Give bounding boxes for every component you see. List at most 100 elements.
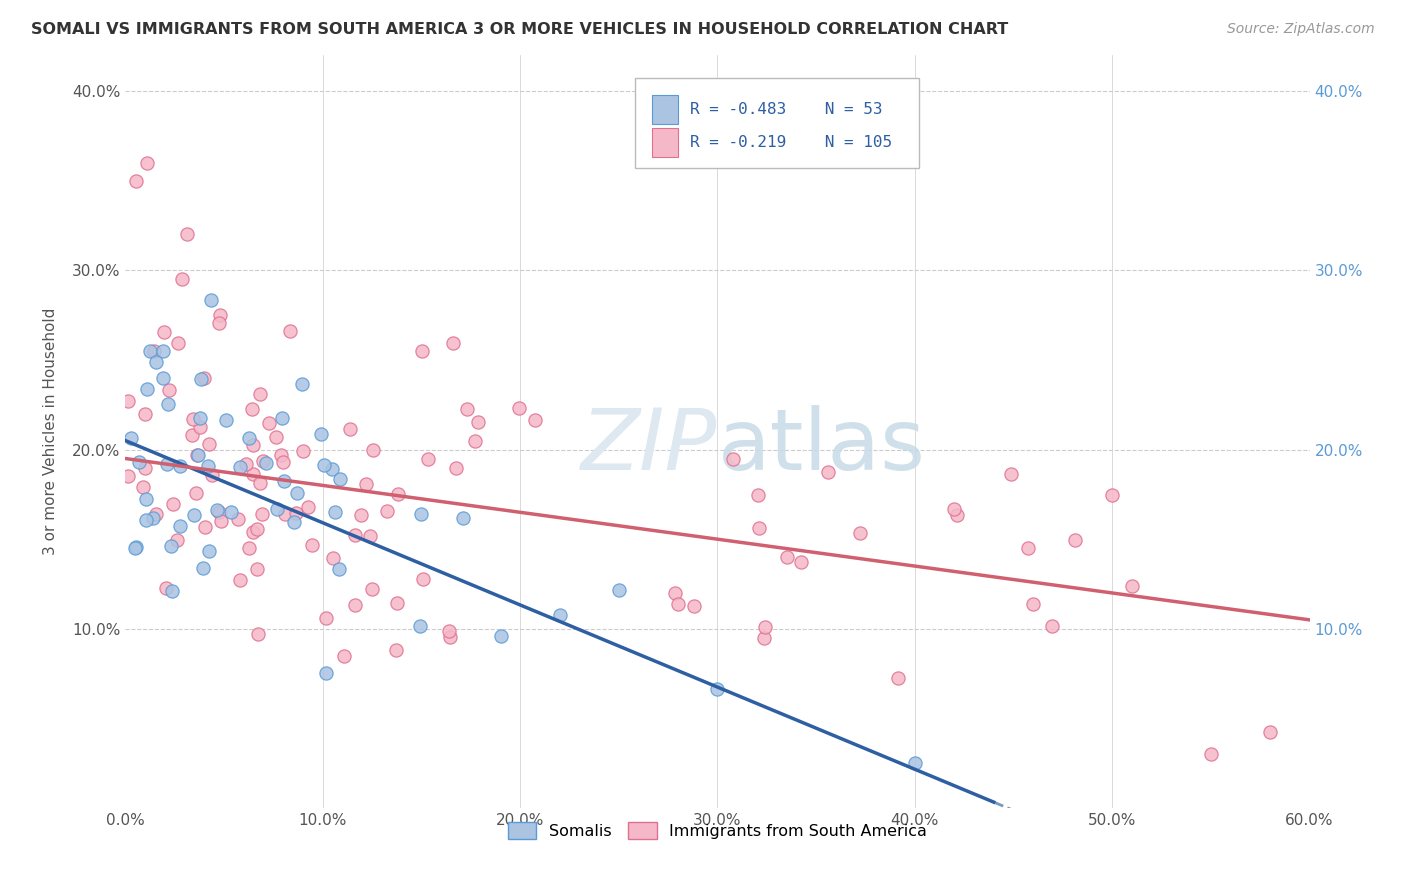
Point bbox=[139, 344, 162, 359]
Point bbox=[159, 539, 181, 553]
Point bbox=[259, 417, 281, 431]
Point bbox=[160, 583, 183, 598]
Point bbox=[249, 387, 271, 401]
Point bbox=[290, 376, 312, 391]
Point bbox=[145, 507, 167, 521]
Point bbox=[157, 397, 180, 411]
Point bbox=[278, 324, 301, 338]
Point bbox=[187, 448, 209, 462]
Point bbox=[359, 529, 381, 543]
Point bbox=[135, 513, 157, 527]
Point bbox=[214, 412, 236, 426]
Point bbox=[270, 448, 292, 462]
Point bbox=[385, 642, 408, 657]
Point bbox=[329, 472, 352, 486]
Point bbox=[360, 582, 382, 596]
Point bbox=[315, 666, 337, 681]
Point bbox=[297, 500, 319, 514]
Point bbox=[776, 549, 799, 564]
Point bbox=[375, 504, 398, 518]
Point bbox=[464, 434, 486, 448]
Point bbox=[456, 402, 478, 417]
Point bbox=[191, 561, 214, 575]
Point bbox=[328, 562, 350, 576]
Point bbox=[242, 438, 264, 452]
Point bbox=[321, 462, 343, 476]
Point bbox=[411, 507, 433, 521]
Y-axis label: 3 or more Vehicles in Household: 3 or more Vehicles in Household bbox=[44, 308, 58, 556]
Point bbox=[208, 308, 231, 322]
Text: R = -0.483    N = 53: R = -0.483 N = 53 bbox=[690, 102, 883, 117]
Point bbox=[273, 474, 295, 488]
Point bbox=[817, 465, 839, 479]
Point bbox=[156, 458, 179, 472]
Point bbox=[197, 459, 219, 474]
Point bbox=[246, 562, 269, 576]
Point bbox=[411, 344, 433, 359]
Point bbox=[238, 541, 260, 555]
Point bbox=[264, 430, 287, 444]
Point bbox=[752, 631, 775, 645]
Point bbox=[548, 608, 571, 623]
Point bbox=[135, 155, 157, 169]
Bar bbox=[652, 128, 678, 157]
Point bbox=[266, 502, 288, 516]
Point bbox=[1022, 598, 1045, 612]
Point bbox=[322, 550, 344, 565]
Point bbox=[387, 487, 409, 501]
Point bbox=[437, 624, 460, 639]
Point bbox=[309, 427, 332, 442]
Point bbox=[166, 533, 188, 547]
Text: Source: ZipAtlas.com: Source: ZipAtlas.com bbox=[1227, 22, 1375, 37]
Point bbox=[180, 428, 202, 442]
Point bbox=[190, 372, 212, 386]
Point bbox=[176, 227, 198, 242]
Point bbox=[194, 520, 217, 534]
Point bbox=[238, 432, 260, 446]
Point bbox=[136, 383, 159, 397]
Point bbox=[152, 343, 174, 358]
Point bbox=[190, 420, 212, 434]
Point bbox=[170, 272, 193, 286]
Point bbox=[152, 371, 174, 385]
Point bbox=[284, 506, 307, 520]
Point bbox=[169, 458, 191, 473]
Text: ZIP: ZIP bbox=[581, 405, 717, 488]
Point bbox=[125, 540, 148, 554]
Point bbox=[134, 407, 156, 421]
Point bbox=[169, 519, 191, 533]
Point bbox=[361, 442, 384, 457]
Point bbox=[314, 458, 336, 472]
Point bbox=[162, 497, 184, 511]
Point bbox=[283, 515, 305, 529]
Point bbox=[208, 505, 231, 519]
Point bbox=[1064, 533, 1087, 547]
Point bbox=[240, 401, 263, 416]
Point bbox=[209, 514, 232, 528]
Point bbox=[416, 451, 439, 466]
Point bbox=[315, 611, 337, 625]
Text: R = -0.219    N = 105: R = -0.219 N = 105 bbox=[690, 135, 893, 150]
Point bbox=[167, 335, 190, 350]
Point bbox=[1199, 747, 1222, 762]
Point bbox=[142, 343, 165, 358]
Point bbox=[904, 756, 927, 771]
Point bbox=[254, 457, 277, 471]
Point bbox=[682, 599, 704, 613]
Point bbox=[188, 411, 211, 425]
Text: atlas: atlas bbox=[717, 405, 925, 488]
Point bbox=[451, 511, 474, 525]
Point bbox=[1101, 488, 1123, 502]
Point bbox=[343, 598, 366, 612]
Point bbox=[1017, 541, 1039, 556]
Point bbox=[489, 629, 512, 643]
Point bbox=[343, 528, 366, 542]
Point bbox=[142, 511, 165, 525]
Point bbox=[125, 174, 148, 188]
Point bbox=[444, 461, 467, 475]
Point bbox=[666, 597, 689, 611]
Point bbox=[135, 492, 157, 507]
Point bbox=[201, 468, 224, 483]
Legend: Somalis, Immigrants from South America: Somalis, Immigrants from South America bbox=[502, 816, 934, 846]
Point bbox=[664, 586, 686, 600]
